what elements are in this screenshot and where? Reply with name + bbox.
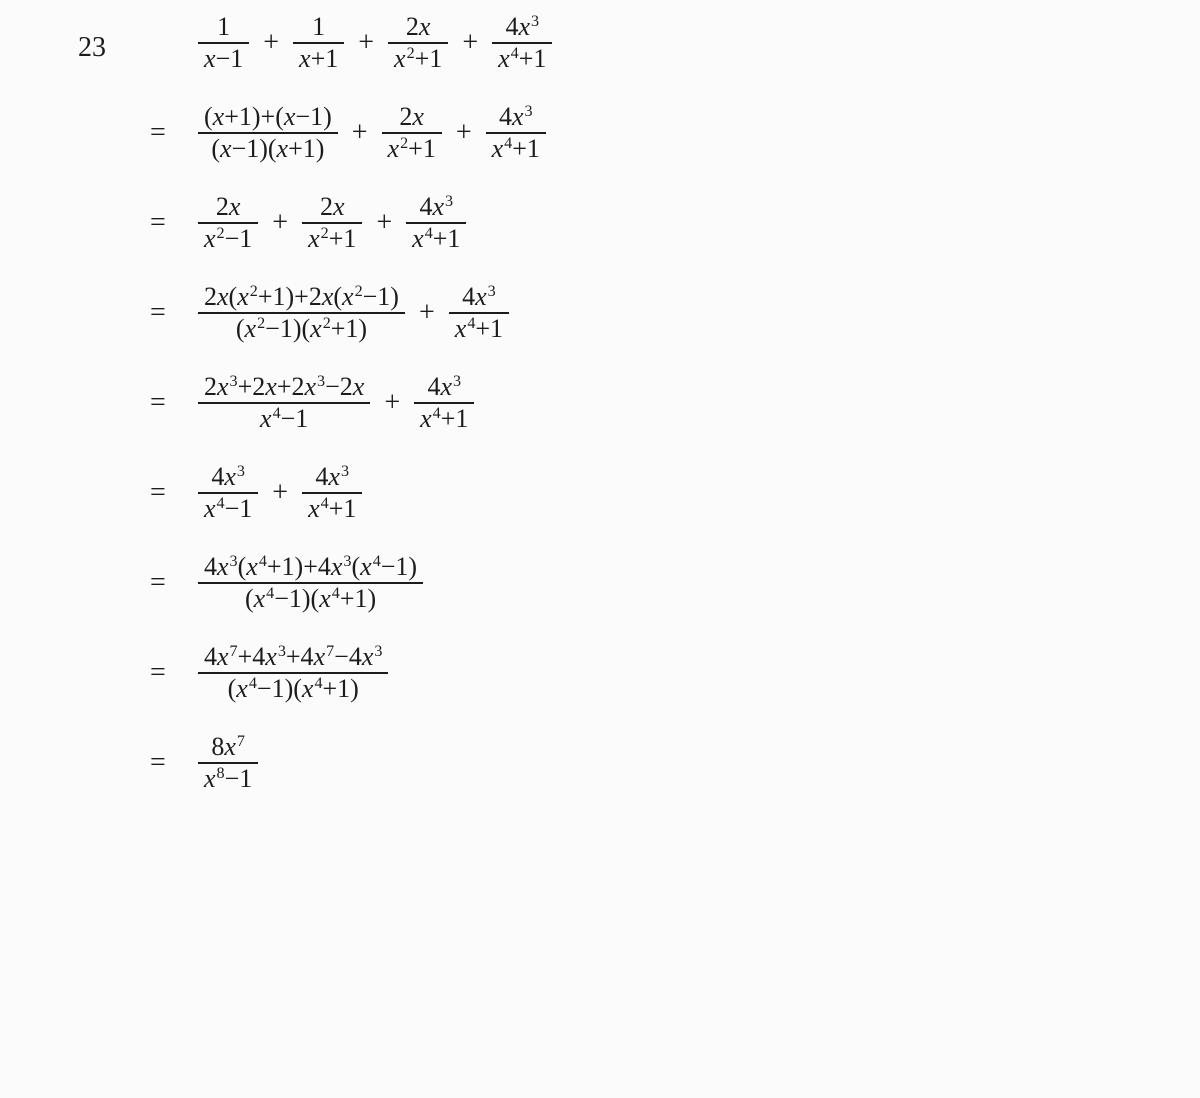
numerator: 4x3: [205, 462, 251, 492]
fraction: (x+1)+(x−1)(x−1)(x+1): [194, 102, 342, 164]
numerator: 2x: [210, 192, 247, 222]
numerator: 4x7+4x3+4x7−4x3: [198, 642, 388, 672]
fraction: 4x3x4−1: [194, 462, 262, 524]
step-3: =2x(x2+1)+2x(x2−1)(x2−1)(x2+1)+4x3x4+1: [150, 282, 556, 344]
numerator: 2x: [314, 192, 351, 222]
equals-sign: =: [150, 209, 194, 237]
fraction: 4x3x4+1: [298, 462, 366, 524]
fraction: 4x3x4+1: [482, 102, 550, 164]
plus-sign: +: [348, 29, 384, 57]
worked-steps: =1x−1+1x+1+2xx2+1+4x3x4+1=(x+1)+(x−1)(x−…: [150, 12, 556, 822]
denominator: x4+1: [492, 44, 552, 74]
numerator: 4x3: [499, 12, 545, 42]
denominator: x4−1: [198, 494, 258, 524]
denominator: (x2−1)(x2+1): [230, 314, 373, 344]
denominator: x−1: [198, 44, 249, 74]
numerator: 8x7: [205, 732, 251, 762]
denominator: x2+1: [302, 224, 362, 254]
fraction: 2x(x2+1)+2x(x2−1)(x2−1)(x2+1): [194, 282, 409, 344]
step-1: =(x+1)+(x−1)(x−1)(x+1)+2xx2+1+4x3x4+1: [150, 102, 556, 164]
fraction: 4x7+4x3+4x7−4x3(x4−1)(x4+1): [194, 642, 392, 704]
fraction: 1x+1: [289, 12, 348, 74]
numerator: 1: [306, 12, 331, 42]
numerator: 2x(x2+1)+2x(x2−1): [198, 282, 405, 312]
fraction: 4x3x4+1: [402, 192, 470, 254]
numerator: 4x3(x4+1)+4x3(x4−1): [198, 552, 423, 582]
equals-sign: =: [150, 119, 194, 147]
denominator: x+1: [293, 44, 344, 74]
fraction: 2xx2+1: [384, 12, 452, 74]
plus-sign: +: [262, 209, 298, 237]
fraction: 4x3(x4+1)+4x3(x4−1)(x4−1)(x4+1): [194, 552, 427, 614]
denominator: (x−1)(x+1): [205, 134, 330, 164]
denominator: x4−1: [254, 404, 314, 434]
step-4: =2x3+2x+2x3−2xx4−1+4x3x4+1: [150, 372, 556, 434]
plus-sign: +: [452, 29, 488, 57]
step-6: =4x3(x4+1)+4x3(x4−1)(x4−1)(x4+1): [150, 552, 556, 614]
plus-sign: +: [409, 299, 445, 327]
fraction: 2xx2−1: [194, 192, 262, 254]
fraction: 2xx2+1: [298, 192, 366, 254]
denominator: x2−1: [198, 224, 258, 254]
denominator: x8−1: [198, 764, 258, 794]
fraction: 4x3x4+1: [410, 372, 478, 434]
denominator: x4+1: [414, 404, 474, 434]
fraction: 2xx2+1: [378, 102, 446, 164]
fraction: 4x3x4+1: [445, 282, 513, 344]
plus-sign: +: [342, 119, 378, 147]
numerator: 4x3: [456, 282, 502, 312]
denominator: x4+1: [449, 314, 509, 344]
step-0: =1x−1+1x+1+2xx2+1+4x3x4+1: [150, 12, 556, 74]
equals-sign: =: [150, 569, 194, 597]
numerator: 4x3: [413, 192, 459, 222]
numerator: 1: [211, 12, 236, 42]
numerator: 4x3: [421, 372, 467, 402]
fraction: 8x7x8−1: [194, 732, 262, 794]
plus-sign: +: [262, 479, 298, 507]
plus-sign: +: [366, 209, 402, 237]
denominator: x4+1: [406, 224, 466, 254]
fraction: 2x3+2x+2x3−2xx4−1: [194, 372, 374, 434]
numerator: 2x: [400, 12, 437, 42]
fraction: 4x3x4+1: [488, 12, 556, 74]
denominator: (x4−1)(x4+1): [239, 584, 382, 614]
step-7: =4x7+4x3+4x7−4x3(x4−1)(x4+1): [150, 642, 556, 704]
numerator: (x+1)+(x−1): [198, 102, 338, 132]
numerator: 2x3+2x+2x3−2x: [198, 372, 370, 402]
step-5: =4x3x4−1+4x3x4+1: [150, 462, 556, 524]
problem-number: 23: [78, 32, 106, 64]
fraction: 1x−1: [194, 12, 253, 74]
equals-sign: =: [150, 659, 194, 687]
step-8: =8x7x8−1: [150, 732, 556, 794]
denominator: (x4−1)(x4+1): [222, 674, 365, 704]
step-2: =2xx2−1+2xx2+1+4x3x4+1: [150, 192, 556, 254]
equals-sign: =: [150, 389, 194, 417]
numerator: 4x3: [309, 462, 355, 492]
denominator: x4+1: [302, 494, 362, 524]
denominator: x4+1: [486, 134, 546, 164]
plus-sign: +: [446, 119, 482, 147]
equals-sign: =: [150, 299, 194, 327]
numerator: 4x3: [493, 102, 539, 132]
denominator: x2+1: [382, 134, 442, 164]
plus-sign: +: [253, 29, 289, 57]
numerator: 2x: [393, 102, 430, 132]
equals-sign: =: [150, 479, 194, 507]
equals-sign: =: [150, 749, 194, 777]
plus-sign: +: [374, 389, 410, 417]
denominator: x2+1: [388, 44, 448, 74]
